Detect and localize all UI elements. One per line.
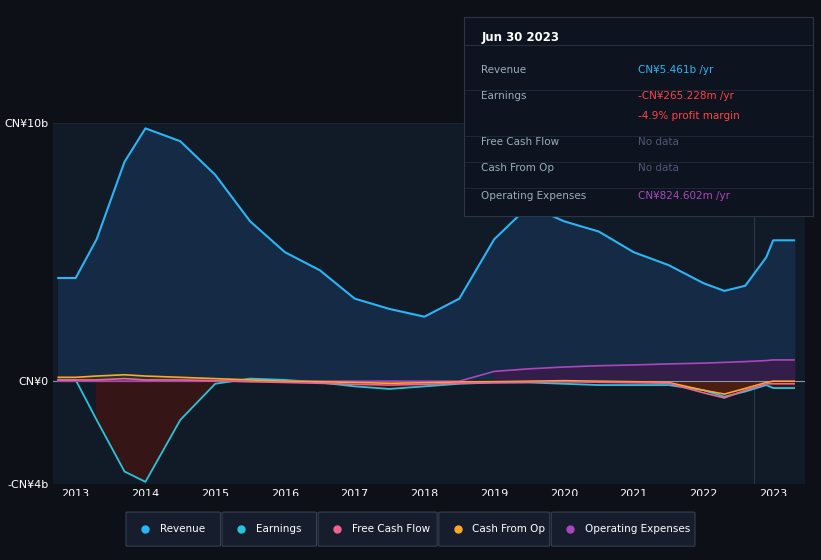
Text: Operating Expenses: Operating Expenses [481, 191, 586, 200]
Text: Jun 30 2023: Jun 30 2023 [481, 31, 559, 44]
FancyBboxPatch shape [318, 512, 438, 546]
Text: CN¥824.602m /yr: CN¥824.602m /yr [639, 191, 731, 200]
Text: Cash From Op: Cash From Op [481, 163, 554, 173]
Text: Earnings: Earnings [481, 91, 527, 101]
Text: Operating Expenses: Operating Expenses [585, 524, 690, 534]
Text: No data: No data [639, 163, 679, 173]
Text: Revenue: Revenue [481, 66, 526, 76]
FancyBboxPatch shape [222, 512, 316, 546]
Text: Earnings: Earnings [256, 524, 301, 534]
Text: Free Cash Flow: Free Cash Flow [352, 524, 430, 534]
FancyBboxPatch shape [552, 512, 695, 546]
Text: Free Cash Flow: Free Cash Flow [481, 137, 559, 147]
FancyBboxPatch shape [439, 512, 550, 546]
FancyBboxPatch shape [126, 512, 220, 546]
Text: -4.9% profit margin: -4.9% profit margin [639, 111, 740, 121]
Text: CN¥5.461b /yr: CN¥5.461b /yr [639, 66, 713, 76]
Text: Cash From Op: Cash From Op [473, 524, 545, 534]
Text: -CN¥265.228m /yr: -CN¥265.228m /yr [639, 91, 734, 101]
Text: Revenue: Revenue [159, 524, 204, 534]
Text: No data: No data [639, 137, 679, 147]
